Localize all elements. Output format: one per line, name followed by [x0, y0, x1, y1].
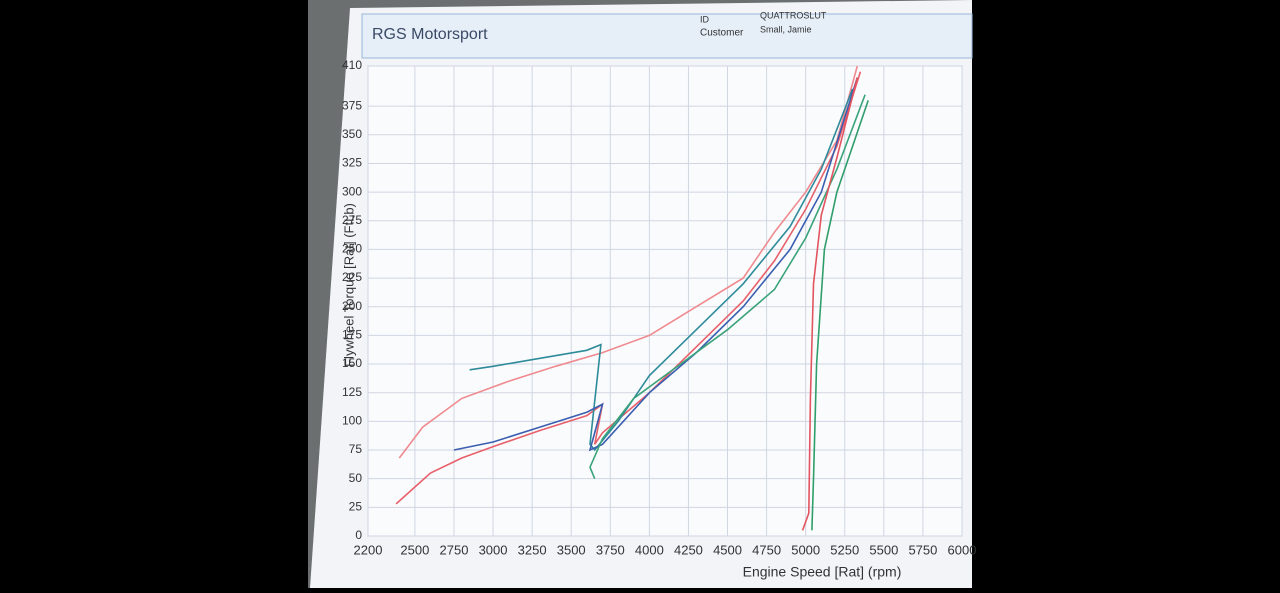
y-tick-label: 75: [349, 442, 363, 456]
torque-curve: [398, 65, 859, 459]
header-title: RGS Motorsport: [372, 26, 488, 43]
plot-area: [367, 65, 963, 537]
y-tick-label: 350: [342, 127, 362, 141]
y-tick-label: 300: [342, 184, 362, 198]
y-tick-label: 225: [342, 270, 362, 284]
x-tick-label: 5250: [830, 542, 859, 557]
y-tick-label: 150: [342, 356, 362, 370]
torque-curve: [811, 100, 869, 531]
x-tick-label: 4000: [635, 542, 664, 557]
y-tick-label: 325: [342, 156, 362, 170]
x-tick-label: 3500: [557, 542, 586, 557]
x-tick-label: 5000: [791, 542, 820, 557]
x-tick-label: 4750: [752, 542, 781, 557]
y-tick-label: 100: [342, 414, 362, 428]
x-tick-label: 3750: [596, 542, 625, 557]
x-tick-label: 5750: [908, 542, 937, 557]
x-tick-label: 3250: [518, 542, 547, 557]
customer-label: Customer: [700, 28, 744, 39]
id-value: QUATTROSLUT: [760, 10, 827, 20]
id-label: ID: [700, 14, 710, 24]
y-tick-label: 175: [342, 328, 362, 342]
x-tick-label: 2750: [440, 542, 469, 557]
y-tick-label: 275: [342, 213, 362, 227]
x-tick-label: 4250: [674, 542, 703, 557]
y-tick-label: 0: [355, 528, 362, 542]
torque-curve: [469, 88, 854, 452]
y-tick-label: 200: [342, 299, 362, 313]
x-tick-label: 4500: [713, 542, 742, 557]
x-tick-label: 2200: [354, 542, 383, 557]
x-tick-label: 6000: [948, 542, 977, 557]
x-tick-label: 3000: [479, 542, 508, 557]
y-tick-label: 50: [349, 471, 363, 485]
y-tick-label: 250: [342, 242, 362, 256]
y-tick-label: 375: [342, 98, 362, 112]
torque-curve: [453, 77, 859, 452]
y-tick-label: 25: [349, 500, 363, 514]
x-tick-label: 2500: [400, 542, 429, 557]
y-tick-label: 410: [342, 58, 362, 72]
torque-curve: [589, 94, 866, 480]
y-tick-label: 125: [342, 385, 362, 399]
torque-curve: [801, 77, 859, 531]
x-axis-label: Engine Speed [Rat] (rpm): [743, 564, 902, 580]
customer-value: Small, Jamie: [760, 24, 812, 34]
x-tick-label: 5500: [869, 542, 898, 557]
header-box: [361, 13, 973, 59]
y-axis-label: Flywheel Torque [Rat] (FtLb): [341, 203, 356, 367]
torque-curve: [395, 71, 862, 505]
